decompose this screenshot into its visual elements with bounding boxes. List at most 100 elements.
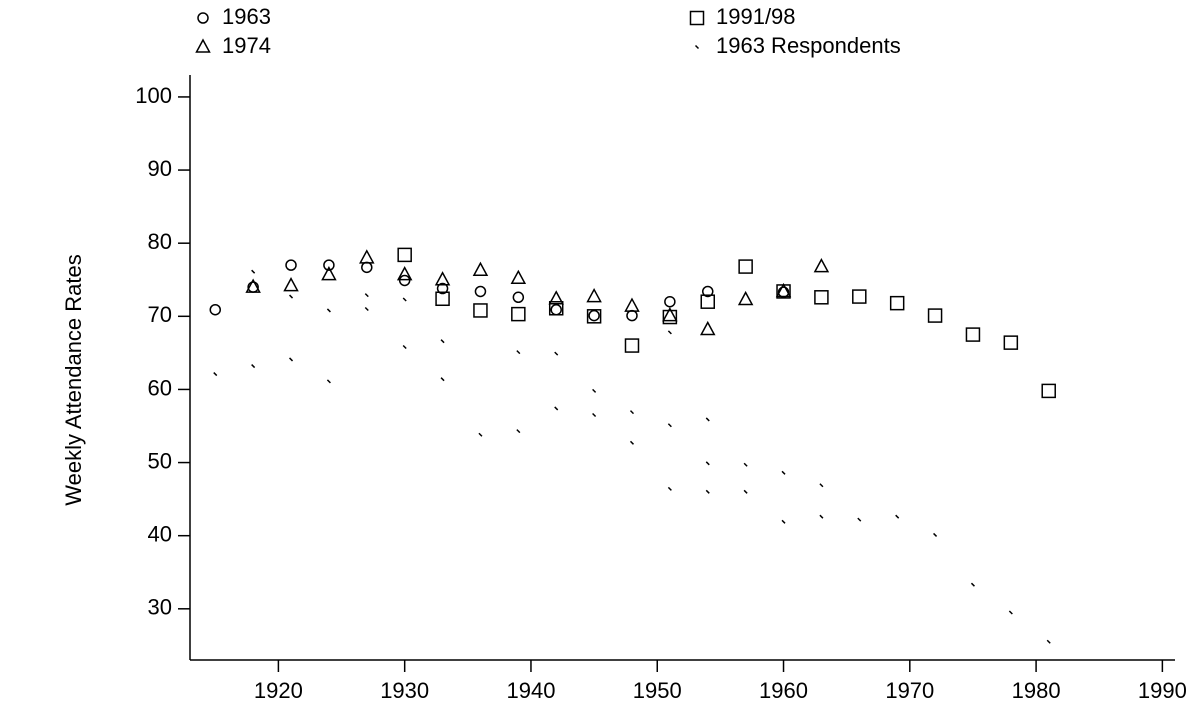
point	[667, 330, 672, 335]
point	[629, 440, 635, 445]
point	[737, 290, 754, 306]
point	[965, 327, 981, 342]
point	[970, 582, 975, 587]
point	[288, 357, 294, 362]
point	[662, 309, 678, 325]
point	[213, 372, 218, 377]
point	[781, 519, 786, 524]
point	[592, 413, 597, 418]
y-tick-label: 100	[135, 83, 172, 108]
x-tick-label: 1970	[885, 678, 934, 703]
point	[592, 388, 597, 393]
point	[251, 269, 256, 274]
point	[819, 483, 824, 488]
point	[1041, 383, 1056, 399]
y-tick-label: 50	[148, 448, 172, 473]
legend-label: 1963	[222, 4, 271, 29]
point	[516, 350, 521, 355]
point	[512, 291, 525, 304]
legend-marker	[195, 38, 211, 53]
point	[624, 338, 640, 353]
point	[588, 309, 600, 322]
point	[288, 294, 294, 299]
point	[550, 303, 562, 316]
point	[895, 514, 900, 519]
point	[933, 532, 938, 537]
point	[857, 517, 862, 522]
point	[323, 259, 335, 271]
point	[396, 266, 413, 281]
x-tick-label: 1930	[380, 678, 429, 703]
point	[699, 320, 716, 336]
point	[852, 289, 867, 304]
point	[548, 301, 564, 316]
legend-marker	[694, 44, 700, 50]
y-tick-label: 80	[148, 229, 172, 254]
point	[402, 297, 407, 302]
point	[775, 282, 792, 298]
x-tick-label: 1990	[1138, 678, 1187, 703]
point	[554, 351, 559, 356]
point	[705, 489, 710, 494]
point	[813, 258, 830, 273]
point	[705, 461, 710, 466]
point	[440, 339, 445, 344]
point	[667, 423, 672, 428]
legend-label: 1974	[222, 33, 271, 58]
y-tick-label: 70	[148, 302, 172, 327]
y-tick-label: 30	[148, 595, 172, 620]
point	[1046, 639, 1051, 644]
point	[511, 306, 526, 322]
legend-label: 1991/98	[716, 4, 796, 29]
point	[516, 429, 521, 434]
x-tick-label: 1960	[759, 678, 808, 703]
point	[402, 344, 407, 350]
x-tick-label: 1940	[506, 678, 555, 703]
point	[359, 249, 375, 264]
point	[1008, 610, 1013, 615]
point	[743, 489, 748, 494]
point	[664, 295, 676, 308]
point	[629, 410, 635, 415]
point	[781, 470, 786, 475]
point	[434, 271, 451, 286]
point	[814, 290, 829, 305]
point	[776, 284, 791, 299]
point	[927, 308, 943, 323]
point	[326, 379, 331, 384]
x-tick-label: 1980	[1012, 678, 1061, 703]
point	[548, 290, 564, 305]
x-tick-label: 1950	[633, 678, 682, 703]
legend-marker	[689, 10, 705, 26]
point	[435, 291, 450, 307]
point	[586, 309, 602, 324]
point	[662, 307, 678, 322]
legend-marker	[197, 12, 209, 24]
point	[472, 261, 489, 276]
point	[364, 306, 369, 312]
point	[473, 303, 488, 318]
point	[361, 261, 373, 274]
point	[819, 514, 824, 519]
point	[705, 417, 710, 422]
point	[285, 259, 297, 271]
point	[738, 259, 753, 274]
point	[1003, 335, 1019, 350]
point	[251, 364, 256, 369]
point	[626, 309, 638, 322]
point	[510, 269, 527, 285]
point	[586, 287, 602, 303]
point	[667, 486, 672, 491]
point	[702, 285, 714, 298]
x-tick-label: 1920	[254, 678, 303, 703]
point	[436, 282, 449, 295]
point	[326, 308, 331, 313]
point	[478, 432, 483, 437]
point	[209, 303, 222, 316]
y-tick-label: 60	[148, 375, 172, 400]
point	[554, 406, 559, 411]
point	[364, 293, 369, 298]
point	[743, 462, 748, 467]
legend-label: 1963 Respondents	[716, 33, 901, 58]
point	[397, 247, 412, 263]
